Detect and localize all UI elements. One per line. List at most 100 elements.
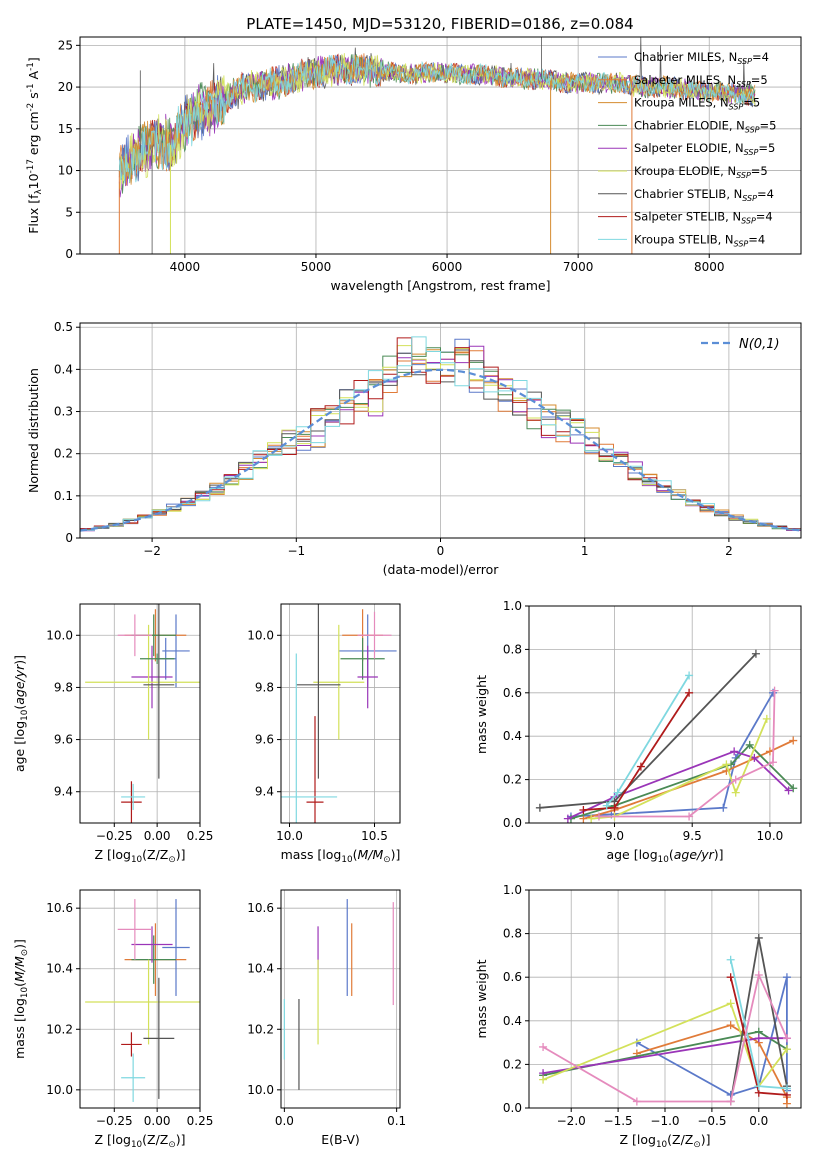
weight-marker <box>731 775 740 784</box>
y-tick-label: 0.8 <box>503 642 522 656</box>
histogram-series <box>80 345 801 531</box>
y-tick-label: 0.0 <box>503 1101 522 1115</box>
weight-marker <box>579 805 588 814</box>
text-span: ( <box>12 705 27 710</box>
y-tick-label: 9.4 <box>255 785 274 799</box>
axes-frame <box>280 603 401 824</box>
y-tick-label: 9.6 <box>255 733 274 747</box>
text-span: age [log <box>12 721 27 772</box>
y-tick-label: 1.0 <box>503 883 522 897</box>
x-tick-label: 1 <box>581 544 589 558</box>
x-tick-label: 0.0 <box>275 1114 294 1128</box>
y-tick-label: 10.0 <box>46 1083 73 1097</box>
weight-marker <box>762 714 771 723</box>
y-tick-label: 0.4 <box>503 729 522 743</box>
legend-label: Salpeter ELODIE, NSSP​=5 <box>634 141 775 157</box>
x-axis-label: Z [log10​(Z/Z⊙​)] <box>94 1132 185 1150</box>
text-span: =5 <box>751 73 768 87</box>
text-span: SSP <box>734 239 749 248</box>
z-mass-axes: −0.25 0.00 0.25 10.0 10.2 10.4 10.6 Z [log10​(Z… <box>12 889 213 1150</box>
text-span: 10 <box>131 1140 143 1150</box>
x-tick-label: 7000 <box>563 260 594 274</box>
x-axis-label: E(B-V) <box>321 1132 360 1147</box>
y-tick-label: 10.4 <box>46 962 73 976</box>
text-span: Z [log <box>94 1132 130 1147</box>
text-span: ( <box>12 982 27 987</box>
x-tick-label: −2.0 <box>557 1114 586 1128</box>
weight-marker <box>770 686 779 695</box>
text-span: ⊙ <box>693 1140 700 1150</box>
text-span: -1 <box>26 62 36 71</box>
axes-frame <box>79 603 201 824</box>
text-span: Flux [f <box>26 194 41 234</box>
y-tick-label: 1.0 <box>503 599 522 613</box>
legend: N(0,1) <box>701 337 780 352</box>
weight-marker <box>754 933 763 942</box>
weight-marker <box>750 753 759 762</box>
plot-area <box>539 933 791 1108</box>
text-span: Kroupa MILES, N <box>634 96 729 110</box>
x-tick-label: −1.0 <box>650 1114 679 1128</box>
legend-label: Kroupa MILES, NSSP​=5 <box>634 96 760 112</box>
x-tick-label: 0.00 <box>144 829 171 843</box>
text-span: -1 <box>26 83 36 92</box>
text-span: SSP <box>736 80 751 89</box>
text-span: 10 <box>656 1140 668 1150</box>
x-tick-label: 5000 <box>301 260 332 274</box>
text-span: SSP <box>742 194 757 203</box>
y-tick-label: 10.0 <box>46 628 73 642</box>
legend-label: Salpeter MILES, NSSP​=5 <box>634 73 768 89</box>
text-span: mass weight <box>474 675 489 754</box>
text-span: Salpeter ELODIE, N <box>634 141 744 155</box>
text-span: =4 <box>756 210 773 224</box>
x-axis-label: mass [log10​(M/M⊙​)] <box>281 847 401 865</box>
text-span: =5 <box>758 141 775 155</box>
text-span: mass [log <box>12 998 27 1059</box>
text-span: =4 <box>748 232 765 246</box>
spectrum-series-line <box>118 54 756 184</box>
y-tick-label: 10.2 <box>46 1022 73 1036</box>
text-span: ⊙ <box>168 855 175 865</box>
weight-series-line <box>542 1002 788 1089</box>
legend-label: Chabrier ELODIE, NSSP​=5 <box>634 118 776 134</box>
weight-marker <box>685 671 694 680</box>
plot-area <box>85 604 200 823</box>
y-tick-label: 5 <box>65 205 73 219</box>
text-span: M/M <box>357 847 383 862</box>
legend-label: N(0,1) <box>739 337 780 352</box>
axes-frame <box>79 36 802 255</box>
text-span: -17 <box>26 159 36 173</box>
weight-marker <box>789 784 798 793</box>
x-tick-label: 10.0 <box>757 829 784 843</box>
x-tick-label: 0.0 <box>749 1114 768 1128</box>
weight-marker <box>579 814 588 823</box>
y-tick-label: 25 <box>58 38 73 52</box>
histogram-series <box>80 347 801 531</box>
y-tick-label: 10.2 <box>247 1022 274 1036</box>
axes-frame <box>280 889 401 1109</box>
weight-marker <box>632 1097 641 1106</box>
text-span: age/yr <box>12 664 27 705</box>
text-span: )] <box>391 847 401 862</box>
weight-marker <box>610 803 619 812</box>
legend-label: Chabrier MILES, NSSP​=4 <box>634 50 769 66</box>
x-tick-label: 4000 <box>170 260 201 274</box>
text-span: )] <box>714 847 724 862</box>
weight-marker <box>587 814 596 823</box>
figure-title: PLATE=1450, MJD=53120, FIBERID=0186, z=0… <box>246 15 633 33</box>
text-span: 10 <box>658 855 670 865</box>
z-weight-axes: −2.0 −1.5 −1.0 −0.5 0.0 0.0 0.2 0.4 0.6 0.8 1.0 Z [… <box>474 883 802 1150</box>
text-span: ( <box>353 847 358 862</box>
text-span: age [log <box>606 847 657 862</box>
x-axis-label: Z [log10​(Z/Z⊙​)] <box>619 1132 710 1150</box>
legend-label: Kroupa STELIB, NSSP​=4 <box>634 232 765 248</box>
y-tick-label: 0 <box>65 247 73 261</box>
y-tick-label: 0.8 <box>503 927 522 941</box>
y-tick-label: 0 <box>65 531 73 545</box>
text-span: =5 <box>751 164 768 178</box>
text-span: λ <box>34 189 44 194</box>
text-span: 10 <box>26 173 41 189</box>
weight-marker <box>754 971 763 980</box>
x-tick-label: 10.0 <box>276 829 303 843</box>
